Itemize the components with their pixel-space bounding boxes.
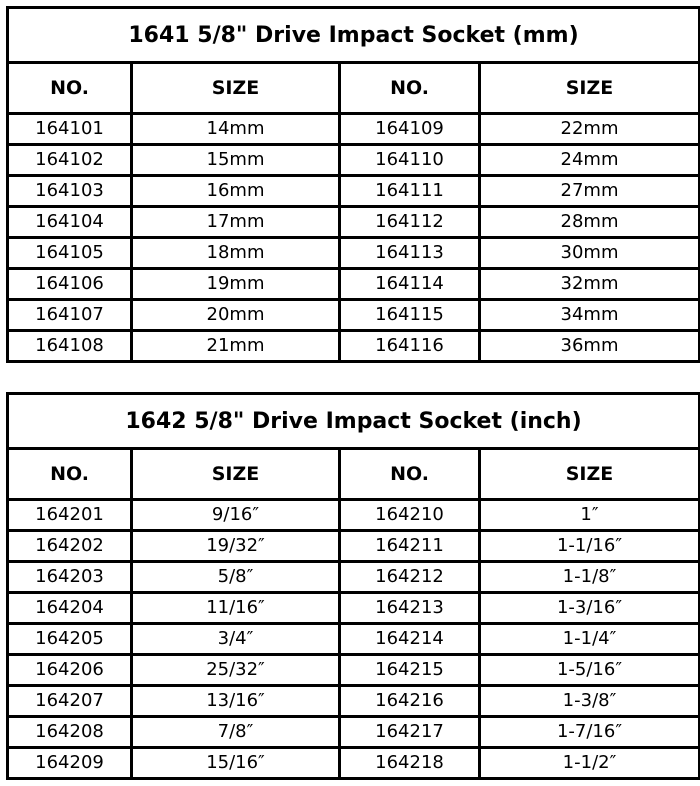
table-row: 164207 13/16″ 164216 1-3/8″ bbox=[6, 684, 700, 718]
part-number-cell: 164103 bbox=[6, 174, 133, 208]
part-number-cell: 164113 bbox=[338, 236, 481, 270]
part-number-cell: 164213 bbox=[338, 591, 481, 625]
column-header-no: NO. bbox=[6, 61, 133, 115]
size-cell: 13/16″ bbox=[130, 684, 341, 718]
size-cell: 1-1/16″ bbox=[478, 529, 700, 563]
table-row: 164102 15mm 164110 24mm bbox=[6, 143, 700, 177]
size-cell: 7/8″ bbox=[130, 715, 341, 749]
size-cell: 17mm bbox=[130, 205, 341, 239]
part-number-cell: 164204 bbox=[6, 591, 133, 625]
part-number-cell: 164206 bbox=[6, 653, 133, 687]
column-header-no: NO. bbox=[6, 447, 133, 501]
part-number-cell: 164216 bbox=[338, 684, 481, 718]
column-header-size: SIZE bbox=[130, 61, 341, 115]
size-cell: 1-3/16″ bbox=[478, 591, 700, 625]
part-number-cell: 164209 bbox=[6, 746, 133, 780]
table-row: 164101 14mm 164109 22mm bbox=[6, 112, 700, 146]
table-title: 1642 5/8" Drive Impact Socket (inch) bbox=[6, 392, 700, 450]
part-number-cell: 164108 bbox=[6, 329, 133, 363]
size-cell: 14mm bbox=[130, 112, 341, 146]
size-cell: 9/16″ bbox=[130, 498, 341, 532]
table-row: 164103 16mm 164111 27mm bbox=[6, 174, 700, 208]
size-cell: 1-7/16″ bbox=[478, 715, 700, 749]
table-row: 164205 3/4″ 164214 1-1/4″ bbox=[6, 622, 700, 656]
size-cell: 15/16″ bbox=[130, 746, 341, 780]
header-row: NO. SIZE NO. SIZE bbox=[6, 61, 700, 115]
column-header-size: SIZE bbox=[130, 447, 341, 501]
size-cell: 28mm bbox=[478, 205, 700, 239]
size-cell: 1-1/8″ bbox=[478, 560, 700, 594]
size-cell: 34mm bbox=[478, 298, 700, 332]
part-number-cell: 164116 bbox=[338, 329, 481, 363]
part-number-cell: 164109 bbox=[338, 112, 481, 146]
size-cell: 16mm bbox=[130, 174, 341, 208]
part-number-cell: 164104 bbox=[6, 205, 133, 239]
table-row: 164106 19mm 164114 32mm bbox=[6, 267, 700, 301]
part-number-cell: 164114 bbox=[338, 267, 481, 301]
part-number-cell: 164207 bbox=[6, 684, 133, 718]
part-number-cell: 164211 bbox=[338, 529, 481, 563]
table-row: 164201 9/16″ 164210 1″ bbox=[6, 498, 700, 532]
column-header-no: NO. bbox=[338, 61, 481, 115]
part-number-cell: 164201 bbox=[6, 498, 133, 532]
part-number-cell: 164106 bbox=[6, 267, 133, 301]
table-row: 164108 21mm 164116 36mm bbox=[6, 329, 700, 363]
column-header-no: NO. bbox=[338, 447, 481, 501]
column-header-size: SIZE bbox=[478, 61, 700, 115]
table-row: 164203 5/8″ 164212 1-1/8″ bbox=[6, 560, 700, 594]
part-number-cell: 164112 bbox=[338, 205, 481, 239]
size-cell: 1-3/8″ bbox=[478, 684, 700, 718]
part-number-cell: 164214 bbox=[338, 622, 481, 656]
size-cell: 3/4″ bbox=[130, 622, 341, 656]
table-row: 164208 7/8″ 164217 1-7/16″ bbox=[6, 715, 700, 749]
size-cell: 15mm bbox=[130, 143, 341, 177]
table-title: 1641 5/8" Drive Impact Socket (mm) bbox=[6, 6, 700, 64]
mm-socket-table: 1641 5/8" Drive Impact Socket (mm) NO. SI… bbox=[6, 6, 700, 363]
size-cell: 30mm bbox=[478, 236, 700, 270]
part-number-cell: 164115 bbox=[338, 298, 481, 332]
size-cell: 20mm bbox=[130, 298, 341, 332]
table-row: 164209 15/16″ 164218 1-1/2″ bbox=[6, 746, 700, 780]
size-cell: 19mm bbox=[130, 267, 341, 301]
part-number-cell: 164111 bbox=[338, 174, 481, 208]
part-number-cell: 164218 bbox=[338, 746, 481, 780]
part-number-cell: 164212 bbox=[338, 560, 481, 594]
size-cell: 25/32″ bbox=[130, 653, 341, 687]
table-row: 164104 17mm 164112 28mm bbox=[6, 205, 700, 239]
part-number-cell: 164101 bbox=[6, 112, 133, 146]
part-number-cell: 164105 bbox=[6, 236, 133, 270]
size-cell: 19/32″ bbox=[130, 529, 341, 563]
size-cell: 1-1/4″ bbox=[478, 622, 700, 656]
table-row: 164202 19/32″ 164211 1-1/16″ bbox=[6, 529, 700, 563]
inch-socket-table: 1642 5/8" Drive Impact Socket (inch) NO.… bbox=[6, 392, 700, 780]
size-cell: 32mm bbox=[478, 267, 700, 301]
size-cell: 1-5/16″ bbox=[478, 653, 700, 687]
size-cell: 1-1/2″ bbox=[478, 746, 700, 780]
size-cell: 18mm bbox=[130, 236, 341, 270]
part-number-cell: 164107 bbox=[6, 298, 133, 332]
size-cell: 5/8″ bbox=[130, 560, 341, 594]
table-row: 164206 25/32″ 164215 1-5/16″ bbox=[6, 653, 700, 687]
size-cell: 1″ bbox=[478, 498, 700, 532]
size-cell: 22mm bbox=[478, 112, 700, 146]
size-cell: 36mm bbox=[478, 329, 700, 363]
size-cell: 27mm bbox=[478, 174, 700, 208]
size-cell: 11/16″ bbox=[130, 591, 341, 625]
header-row: NO. SIZE NO. SIZE bbox=[6, 447, 700, 501]
table-row: 164107 20mm 164115 34mm bbox=[6, 298, 700, 332]
part-number-cell: 164202 bbox=[6, 529, 133, 563]
part-number-cell: 164208 bbox=[6, 715, 133, 749]
column-header-size: SIZE bbox=[478, 447, 700, 501]
part-number-cell: 164205 bbox=[6, 622, 133, 656]
part-number-cell: 164203 bbox=[6, 560, 133, 594]
size-cell: 24mm bbox=[478, 143, 700, 177]
part-number-cell: 164102 bbox=[6, 143, 133, 177]
part-number-cell: 164210 bbox=[338, 498, 481, 532]
table-row: 164204 11/16″ 164213 1-3/16″ bbox=[6, 591, 700, 625]
part-number-cell: 164217 bbox=[338, 715, 481, 749]
part-number-cell: 164215 bbox=[338, 653, 481, 687]
table-row: 164105 18mm 164113 30mm bbox=[6, 236, 700, 270]
size-cell: 21mm bbox=[130, 329, 341, 363]
part-number-cell: 164110 bbox=[338, 143, 481, 177]
